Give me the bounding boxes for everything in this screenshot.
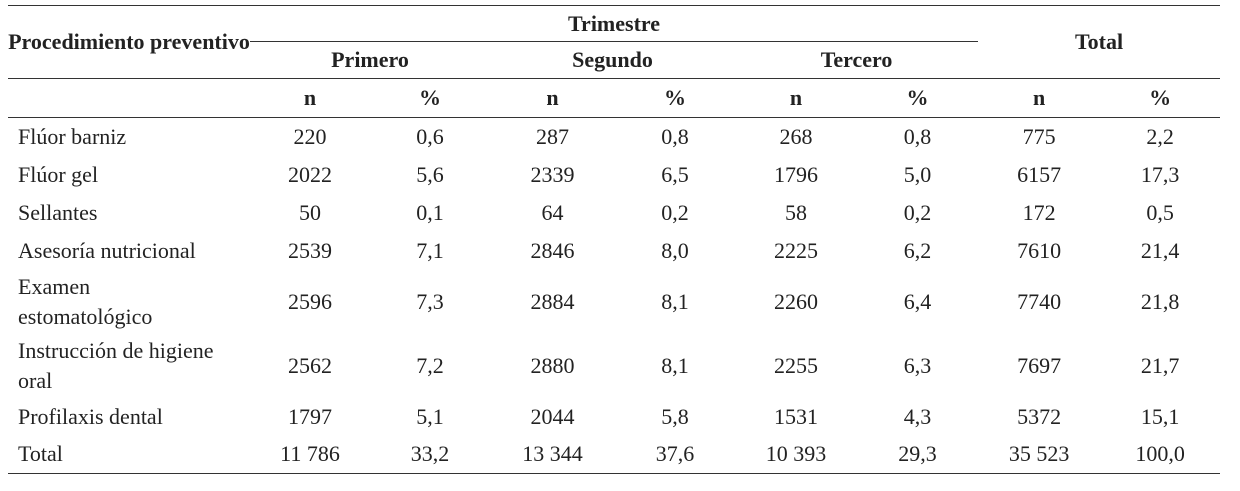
period-header: Segundo <box>490 41 735 79</box>
cell: 775 <box>1022 123 1056 149</box>
row-label: Instrucción de higiene oral <box>18 337 214 393</box>
cell: 2846 <box>530 237 575 263</box>
cell: 100,0 <box>1135 441 1185 467</box>
row-label-header: Procedimiento preventivo <box>8 5 250 79</box>
cell: 29,3 <box>898 441 937 467</box>
sub-header: n <box>250 78 370 118</box>
table-row: Instrucción de higiene oral 2562 7,2 2880 8,… <box>8 334 1220 398</box>
cell: 2225 <box>774 237 818 263</box>
cell: 220 <box>293 123 327 149</box>
cell: 2260 <box>774 288 818 314</box>
cell: 33,2 <box>410 441 450 467</box>
sub-header: % <box>857 78 979 118</box>
cell: 10 393 <box>765 441 827 467</box>
sub-header: % <box>615 78 735 118</box>
sub-header: % <box>1100 78 1221 118</box>
cell: 1797 <box>288 403 332 429</box>
data-table: Procedimiento preventivo Trimestre Total… <box>8 5 1221 474</box>
cell: 8,1 <box>661 288 689 314</box>
cell: 7,2 <box>416 352 444 378</box>
cell: 58 <box>785 199 807 225</box>
cell: 5,1 <box>416 403 444 429</box>
cell: 6,2 <box>903 237 932 263</box>
sub-header: n <box>978 78 1101 118</box>
cell: 6,3 <box>903 352 932 378</box>
cell: 21,7 <box>1140 352 1180 378</box>
cell: 8,0 <box>661 237 689 263</box>
period-header: Tercero <box>735 41 979 79</box>
row-label: Asesoría nutricional <box>18 237 196 263</box>
cell: 287 <box>536 123 569 149</box>
cell: 2539 <box>288 237 332 263</box>
table-row: Profilaxis dental 1797 5,1 2044 5,8 1531 4,3 53… <box>8 398 1220 436</box>
cell: 7,3 <box>416 288 444 314</box>
cell: 268 <box>779 123 813 149</box>
cell: 172 <box>1022 199 1056 225</box>
cell: 11 786 <box>280 441 340 467</box>
row-label: Flúor gel <box>18 161 99 187</box>
cell: 1531 <box>774 403 818 429</box>
cell: 7,1 <box>416 237 444 263</box>
sub-header: % <box>370 78 490 118</box>
row-label: Examen estomatológico <box>18 273 153 329</box>
table-row: Flúor gel 2022 5,6 2339 6,5 1796 5,0 6157 17,3 <box>8 156 1220 194</box>
cell: 13 344 <box>522 441 583 467</box>
cell: 5,0 <box>903 161 932 187</box>
cell: 21,4 <box>1140 237 1180 263</box>
table-row: Sellantes 50 0,1 64 0,2 58 0,2 172 0,5 <box>8 194 1220 232</box>
row-label: Sellantes <box>18 199 98 225</box>
cell: 4,3 <box>903 403 932 429</box>
table-row: Asesoría nutricional 2539 7,1 2846 8,0 2225 6,… <box>8 232 1220 270</box>
cell: 0,2 <box>903 199 932 225</box>
cell: 2880 <box>530 352 575 378</box>
period-header: Primero <box>250 41 490 79</box>
total-header: Total <box>978 5 1221 79</box>
table-row: Flúor barniz 220 0,6 287 0,8 268 0,8 775 2,2 <box>8 118 1220 156</box>
cell: 35 523 <box>1008 441 1070 467</box>
cell: 17,3 <box>1140 161 1180 187</box>
cell: 5372 <box>1017 403 1062 429</box>
cell: 0,2 <box>661 199 689 225</box>
cell: 2562 <box>288 352 332 378</box>
table-row: Total 11 786 33,2 13 344 37,6 10 393 29,3 35 52… <box>8 436 1221 474</box>
cell: 6157 <box>1017 161 1062 187</box>
cell: 0,6 <box>416 123 444 149</box>
cell: 15,1 <box>1140 403 1180 429</box>
cell: 21,8 <box>1140 288 1180 314</box>
cell: 2884 <box>530 288 575 314</box>
cell: 2255 <box>774 352 818 378</box>
cell: 2022 <box>288 161 332 187</box>
table-row: Examen estomatológico 2596 7,3 2884 8,1 2260 6… <box>8 270 1220 334</box>
cell: 2,2 <box>1146 123 1174 149</box>
cell: 2044 <box>530 403 575 429</box>
cell: 2339 <box>530 161 575 187</box>
row-label: Total <box>18 441 63 467</box>
cell: 6,4 <box>903 288 932 314</box>
cell: 5,8 <box>661 403 689 429</box>
sub-header: n <box>490 78 615 118</box>
cell: 8,1 <box>661 352 689 378</box>
cell: 37,6 <box>655 441 695 467</box>
cell: 7697 <box>1017 352 1062 378</box>
sub-header: n <box>735 78 857 118</box>
cell: 1796 <box>774 161 818 187</box>
cell: 0,5 <box>1146 199 1174 225</box>
cell: 7610 <box>1017 237 1062 263</box>
cell: 7740 <box>1017 288 1062 314</box>
row-label: Flúor barniz <box>18 123 127 149</box>
cell: 50 <box>299 199 321 225</box>
cell: 64 <box>541 199 564 225</box>
cell: 2596 <box>288 288 332 314</box>
group-header: Trimestre <box>250 5 979 42</box>
cell: 0,1 <box>416 199 444 225</box>
cell: 0,8 <box>661 123 689 149</box>
row-label: Profilaxis dental <box>18 403 163 429</box>
cell: 6,5 <box>661 161 689 187</box>
cell: 0,8 <box>903 123 932 149</box>
cell: 5,6 <box>416 161 444 187</box>
